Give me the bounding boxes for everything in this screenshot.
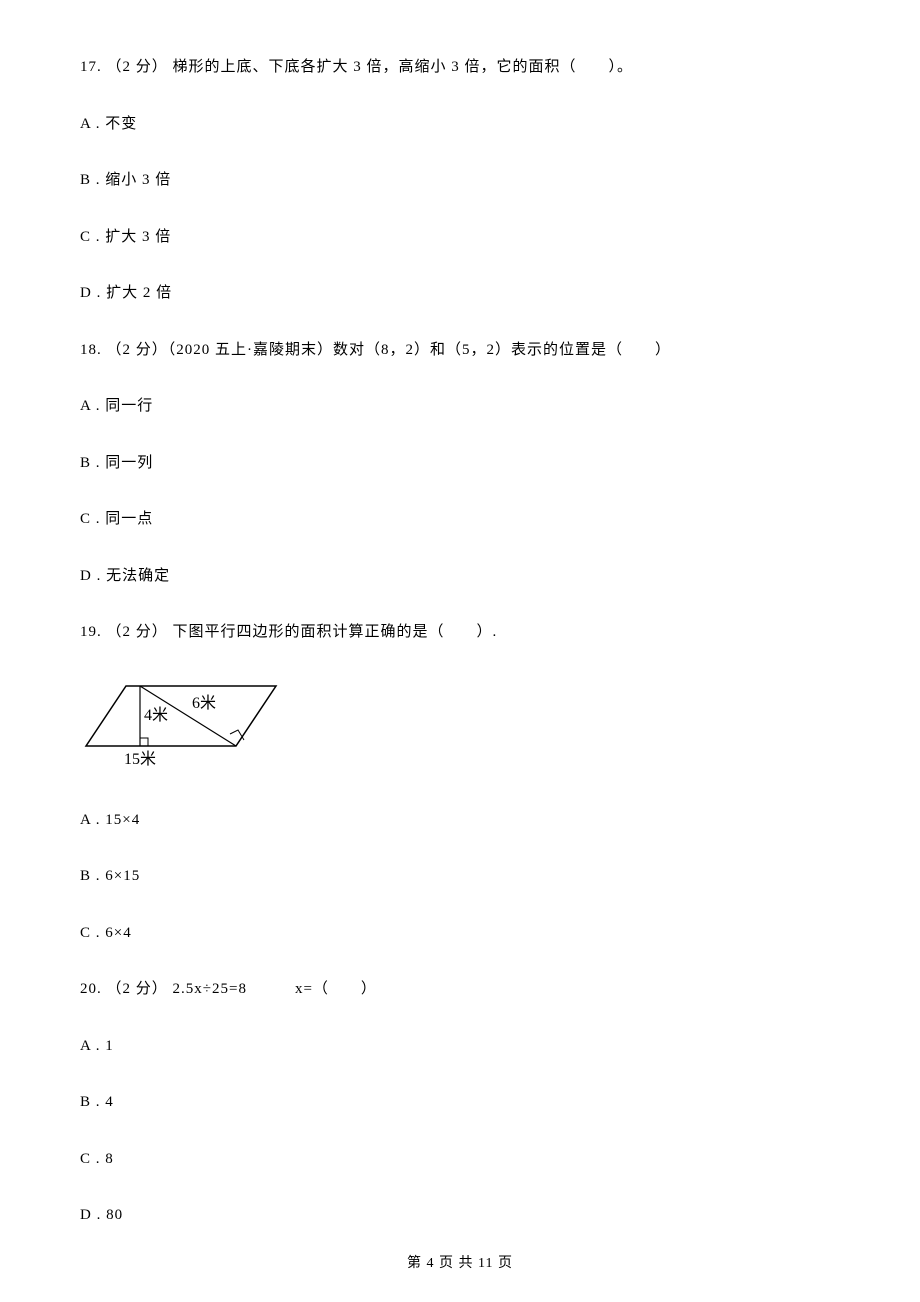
document-page: 17. （2 分） 梯形的上底、下底各扩大 3 倍，高缩小 3 倍，它的面积（ … bbox=[0, 0, 920, 1302]
parallelogram-svg: 4米 6米 15米 bbox=[84, 678, 284, 770]
question-18-option-a: A . 同一行 bbox=[80, 395, 840, 418]
question-20-option-d: D . 80 bbox=[80, 1204, 840, 1227]
right-angle-marker-1 bbox=[140, 738, 148, 746]
parallelogram-shape bbox=[86, 686, 276, 746]
label-side: 6米 bbox=[192, 694, 216, 712]
question-20-stem: 20. （2 分） 2.5x÷25=8 x=（ ） bbox=[80, 978, 840, 1001]
question-17-option-c: C . 扩大 3 倍 bbox=[80, 226, 840, 249]
question-17-option-d: D . 扩大 2 倍 bbox=[80, 282, 840, 305]
parallelogram-figure: 4米 6米 15米 bbox=[84, 678, 840, 775]
question-20-option-c: C . 8 bbox=[80, 1148, 840, 1171]
question-18-option-d: D . 无法确定 bbox=[80, 565, 840, 588]
question-19-option-a: A . 15×4 bbox=[80, 809, 840, 832]
page-footer: 第 4 页 共 11 页 bbox=[0, 1252, 920, 1272]
question-19-stem: 19. （2 分） 下图平行四边形的面积计算正确的是（ ）. bbox=[80, 621, 840, 644]
question-17-option-b: B . 缩小 3 倍 bbox=[80, 169, 840, 192]
question-17-option-a: A . 不变 bbox=[80, 113, 840, 136]
question-20-option-a: A . 1 bbox=[80, 1035, 840, 1058]
question-18-option-b: B . 同一列 bbox=[80, 452, 840, 475]
question-18-stem: 18. （2 分）（2020 五上·嘉陵期末）数对（8，2）和（5，2）表示的位… bbox=[80, 339, 840, 362]
question-18-option-c: C . 同一点 bbox=[80, 508, 840, 531]
question-19-option-b: B . 6×15 bbox=[80, 865, 840, 888]
label-height: 4米 bbox=[144, 706, 168, 724]
question-17-stem: 17. （2 分） 梯形的上底、下底各扩大 3 倍，高缩小 3 倍，它的面积（ … bbox=[80, 56, 840, 79]
label-base: 15米 bbox=[124, 750, 156, 768]
question-20-option-b: B . 4 bbox=[80, 1091, 840, 1114]
question-19-option-c: C . 6×4 bbox=[80, 922, 840, 945]
